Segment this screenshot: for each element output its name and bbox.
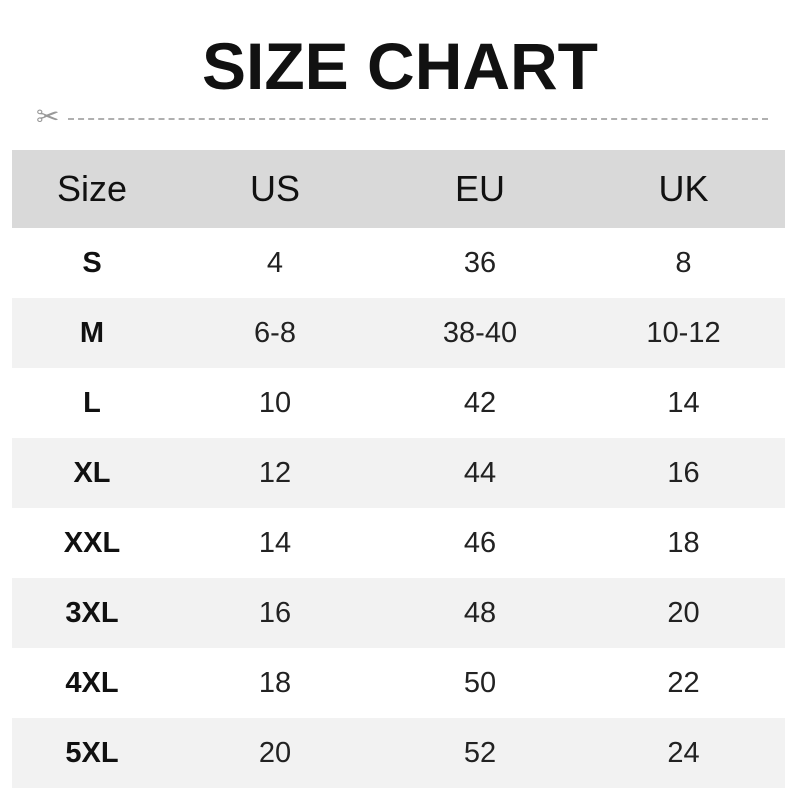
cell-size: M xyxy=(12,298,172,368)
table-row: S 4 36 8 xyxy=(12,228,785,298)
cell-eu: 48 xyxy=(378,578,582,648)
header-size: Size xyxy=(12,150,172,228)
table-row: XL 12 44 16 xyxy=(12,438,785,508)
cell-uk: 24 xyxy=(582,718,785,788)
header-eu: EU xyxy=(378,150,582,228)
cell-eu: 50 xyxy=(463,666,497,699)
table-row: 4XL 18 50 22 xyxy=(12,648,785,718)
cell-eu: 44 xyxy=(378,438,582,508)
cell-size: 5XL xyxy=(12,718,172,788)
cell-size: XL xyxy=(12,438,172,508)
cell-uk: 22 xyxy=(667,666,700,699)
cell-us: 16 xyxy=(172,578,378,648)
cell-eu: 38-40 xyxy=(378,298,582,368)
table-row: XXL 14 46 18 xyxy=(12,508,785,578)
size-chart-table: Size US EU UK S 4 36 8 M 6-8 38-40 10-12 L 10 42 14… xyxy=(12,150,785,788)
header-row: Size US EU UK xyxy=(12,150,785,228)
cell-uk: 18 xyxy=(667,526,700,559)
cell-us: 12 xyxy=(172,438,378,508)
cell-eu: 42 xyxy=(463,386,497,419)
header-us: US xyxy=(172,150,378,228)
cell-us: 18 xyxy=(258,666,292,699)
table-row: 3XL 16 48 20 xyxy=(12,578,785,648)
header-uk: UK xyxy=(582,150,785,228)
cut-line: ✂ xyxy=(36,103,768,131)
cell-uk: 10-12 xyxy=(582,298,785,368)
cell-uk: 20 xyxy=(582,578,785,648)
table-row: L 10 42 14 xyxy=(12,368,785,438)
cell-size: L xyxy=(83,386,101,419)
cell-uk: 8 xyxy=(675,246,692,279)
page-title: SIZE CHART xyxy=(202,29,598,103)
cell-us: 4 xyxy=(266,246,284,279)
cell-us: 14 xyxy=(258,526,292,559)
table-row: M 6-8 38-40 10-12 xyxy=(12,298,785,368)
cell-uk: 16 xyxy=(582,438,785,508)
cell-us: 10 xyxy=(258,386,292,419)
cell-us: 20 xyxy=(172,718,378,788)
cell-uk: 14 xyxy=(667,386,700,419)
cell-size: 3XL xyxy=(12,578,172,648)
cell-eu: 46 xyxy=(463,526,497,559)
table-row: 5XL 20 52 24 xyxy=(12,718,785,788)
cell-size: XXL xyxy=(63,526,121,559)
scissors-icon: ✂ xyxy=(36,101,60,132)
cell-us: 6-8 xyxy=(172,298,378,368)
cell-eu: 36 xyxy=(463,246,497,279)
cell-eu: 52 xyxy=(378,718,582,788)
cell-size: 4XL xyxy=(65,666,119,699)
dashed-divider xyxy=(68,118,768,120)
cell-size: S xyxy=(82,246,102,279)
